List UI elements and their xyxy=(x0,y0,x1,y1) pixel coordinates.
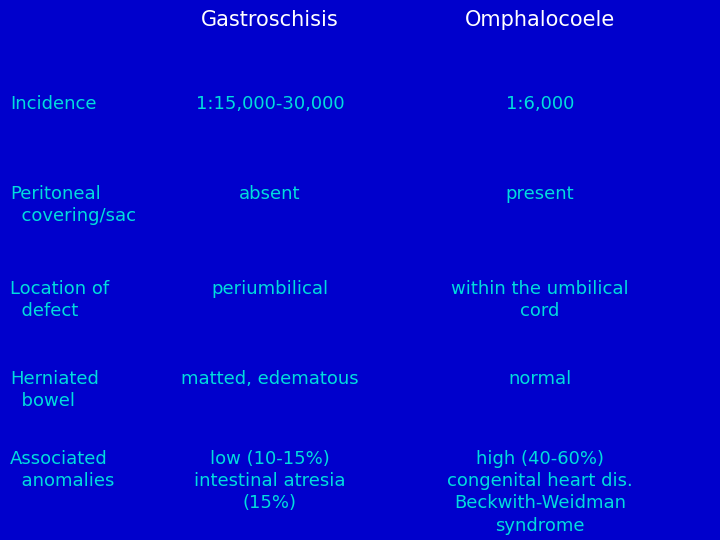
Text: normal: normal xyxy=(508,370,572,388)
Text: within the umbilical
cord: within the umbilical cord xyxy=(451,280,629,320)
Text: Gastroschisis: Gastroschisis xyxy=(201,10,339,30)
Text: absent: absent xyxy=(239,185,301,203)
Text: Incidence: Incidence xyxy=(10,95,96,113)
Text: 1:15,000-30,000: 1:15,000-30,000 xyxy=(196,95,344,113)
Text: high (40-60%)
congenital heart dis.
Beckwith-Weidman
syndrome: high (40-60%) congenital heart dis. Beck… xyxy=(447,450,633,535)
Text: matted, edematous: matted, edematous xyxy=(181,370,359,388)
Text: low (10-15%)
intestinal atresia
(15%): low (10-15%) intestinal atresia (15%) xyxy=(194,450,346,512)
Text: 1:6,000: 1:6,000 xyxy=(506,95,574,113)
Text: Peritoneal
  covering/sac: Peritoneal covering/sac xyxy=(10,185,136,225)
Text: Herniated
  bowel: Herniated bowel xyxy=(10,370,99,410)
Text: Omphalocoele: Omphalocoele xyxy=(465,10,615,30)
Text: Location of
  defect: Location of defect xyxy=(10,280,109,320)
Text: periumbilical: periumbilical xyxy=(212,280,328,298)
Text: present: present xyxy=(505,185,575,203)
Text: Associated
  anomalies: Associated anomalies xyxy=(10,450,114,490)
